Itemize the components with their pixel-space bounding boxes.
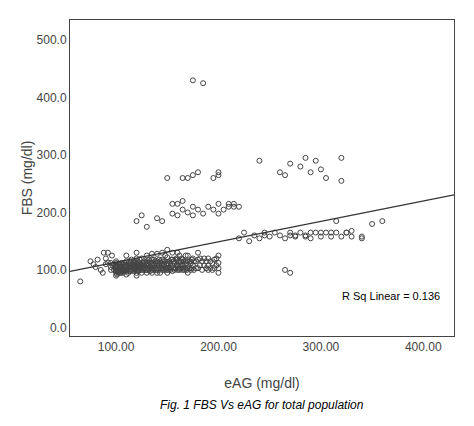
- svg-text:200.0: 200.0: [37, 206, 67, 220]
- svg-text:Fig. 1 FBS Vs eAG for total po: Fig. 1 FBS Vs eAG for total population: [160, 398, 364, 412]
- svg-text:100.00: 100.00: [98, 340, 135, 354]
- svg-text:300.00: 300.00: [303, 340, 340, 354]
- svg-text:R Sq Linear = 0.136: R Sq Linear = 0.136: [342, 290, 440, 302]
- svg-text:400.0: 400.0: [37, 91, 67, 105]
- svg-text:eAG (mg/dl): eAG (mg/dl): [224, 375, 299, 391]
- svg-text:200.00: 200.00: [200, 340, 237, 354]
- svg-text:0.0: 0.0: [50, 321, 67, 335]
- svg-text:300.0: 300.0: [37, 148, 67, 162]
- svg-text:500.0: 500.0: [37, 33, 67, 47]
- svg-text:100.0: 100.0: [37, 263, 67, 277]
- svg-text:FBS (mg/dl): FBS (mg/dl): [19, 141, 35, 216]
- svg-text:400.00: 400.00: [405, 340, 442, 354]
